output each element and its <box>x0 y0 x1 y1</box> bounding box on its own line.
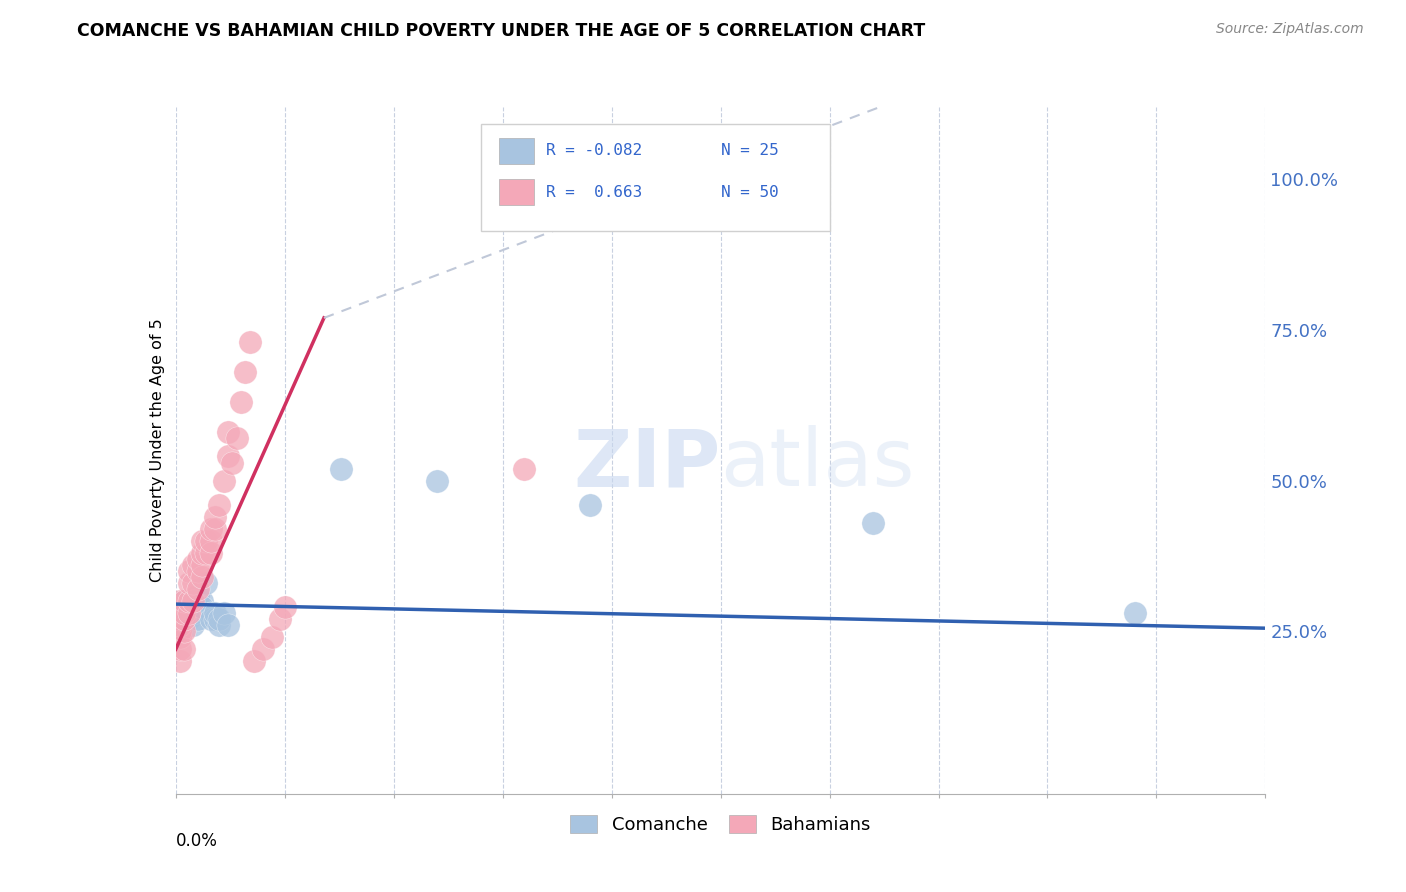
Point <box>426 474 449 488</box>
Point <box>208 498 231 512</box>
Point <box>191 600 214 615</box>
Point <box>208 618 231 632</box>
Point <box>862 516 884 530</box>
Point <box>173 606 195 620</box>
Point <box>177 564 200 578</box>
Text: Source: ZipAtlas.com: Source: ZipAtlas.com <box>1216 22 1364 37</box>
Point <box>274 600 297 615</box>
Point <box>173 594 195 608</box>
Point <box>177 594 200 608</box>
Text: R =  0.663: R = 0.663 <box>546 185 643 200</box>
Point <box>200 522 222 536</box>
Point <box>191 570 214 584</box>
Point <box>186 612 209 626</box>
Point <box>217 425 239 440</box>
Point <box>191 533 214 548</box>
Point <box>225 431 247 445</box>
Text: N = 25: N = 25 <box>721 144 779 159</box>
Point <box>181 576 204 591</box>
Point <box>186 588 209 602</box>
Point <box>186 582 209 596</box>
Legend: Comanche, Bahamians: Comanche, Bahamians <box>561 805 880 843</box>
Point <box>173 624 195 639</box>
Text: R = -0.082: R = -0.082 <box>546 144 643 159</box>
Point <box>181 594 204 608</box>
Point <box>191 546 214 560</box>
Point <box>169 624 191 639</box>
Point <box>513 461 536 475</box>
Point <box>217 450 239 464</box>
Point <box>177 606 200 620</box>
FancyBboxPatch shape <box>481 124 830 231</box>
Text: N = 50: N = 50 <box>721 185 779 200</box>
Text: COMANCHE VS BAHAMIAN CHILD POVERTY UNDER THE AGE OF 5 CORRELATION CHART: COMANCHE VS BAHAMIAN CHILD POVERTY UNDER… <box>77 22 925 40</box>
Point <box>169 624 191 639</box>
Point <box>204 522 226 536</box>
Point <box>195 546 218 560</box>
Point <box>208 612 231 626</box>
Point <box>191 594 214 608</box>
Point <box>186 564 209 578</box>
Point <box>1123 606 1146 620</box>
Point <box>169 618 191 632</box>
Point <box>252 642 274 657</box>
Point <box>200 606 222 620</box>
Point <box>169 642 191 657</box>
Point <box>173 594 195 608</box>
Text: atlas: atlas <box>721 425 915 503</box>
Point <box>177 576 200 591</box>
Point <box>243 654 266 668</box>
Point <box>200 612 222 626</box>
Point <box>221 456 243 470</box>
Point <box>200 533 222 548</box>
Point <box>239 334 262 349</box>
Y-axis label: Child Poverty Under the Age of 5: Child Poverty Under the Age of 5 <box>149 318 165 582</box>
Point <box>169 600 191 615</box>
Point <box>186 552 209 566</box>
Text: ZIP: ZIP <box>574 425 721 503</box>
Point <box>330 461 353 475</box>
Bar <box>499 138 534 164</box>
Point <box>212 474 235 488</box>
Point <box>217 618 239 632</box>
Point <box>169 594 191 608</box>
Point <box>177 612 200 626</box>
Point <box>173 642 195 657</box>
Point <box>169 630 191 644</box>
Point <box>169 612 191 626</box>
Point <box>235 365 257 379</box>
Point <box>231 395 253 409</box>
Point <box>260 630 283 644</box>
Point <box>173 606 195 620</box>
Point <box>169 606 191 620</box>
Point <box>579 498 602 512</box>
Point <box>181 558 204 572</box>
Point <box>204 606 226 620</box>
Bar <box>499 179 534 205</box>
Point <box>269 612 291 626</box>
Point <box>204 509 226 524</box>
Point <box>169 654 191 668</box>
Text: 0.0%: 0.0% <box>176 831 218 850</box>
Point <box>173 612 195 626</box>
Point <box>181 618 204 632</box>
Point <box>200 546 222 560</box>
Point <box>195 576 218 591</box>
Point <box>177 600 200 615</box>
Point <box>212 606 235 620</box>
Point <box>191 558 214 572</box>
Point <box>204 612 226 626</box>
Point <box>195 533 218 548</box>
Point <box>181 606 204 620</box>
